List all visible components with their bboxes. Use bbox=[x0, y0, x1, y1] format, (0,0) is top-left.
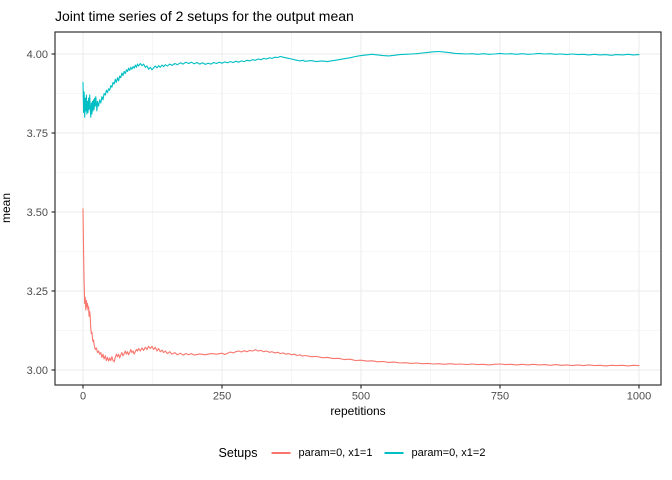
y-axis-title: mean bbox=[0, 192, 13, 224]
legend-label: param=0, x1=1 bbox=[298, 447, 373, 459]
legend-items: param=0, x1=1 param=0, x1=2 bbox=[271, 447, 497, 459]
y-tick-label: 3.00 bbox=[27, 365, 48, 377]
legend: Setups param=0, x1=1 param=0, x1=2 bbox=[219, 446, 498, 460]
x-tick-label: 250 bbox=[213, 391, 231, 403]
legend-label: param=0, x1=2 bbox=[411, 447, 486, 459]
legend-key-line bbox=[384, 452, 404, 454]
y-tick-label: 3.75 bbox=[27, 128, 48, 140]
y-tick-label: 4.00 bbox=[27, 49, 48, 61]
x-tick-label: 500 bbox=[352, 391, 370, 403]
y-tick-label: 3.25 bbox=[27, 286, 48, 298]
chart-title: Joint time series of 2 setups for the ou… bbox=[55, 8, 354, 24]
legend-item: param=0, x1=1 bbox=[271, 447, 372, 459]
series-line bbox=[82, 50, 640, 118]
legend-title: Setups bbox=[218, 446, 258, 460]
panel-border bbox=[54, 31, 662, 386]
x-tick-label: 0 bbox=[80, 391, 86, 403]
x-axis-title: repetitions bbox=[330, 404, 386, 418]
legend-key-line bbox=[271, 452, 291, 454]
series-line bbox=[82, 208, 640, 367]
x-tick-label: 750 bbox=[491, 391, 509, 403]
x-tick-label: 1000 bbox=[627, 391, 651, 403]
legend-item: param=0, x1=2 bbox=[384, 447, 485, 459]
y-tick-label: 3.50 bbox=[27, 207, 48, 219]
